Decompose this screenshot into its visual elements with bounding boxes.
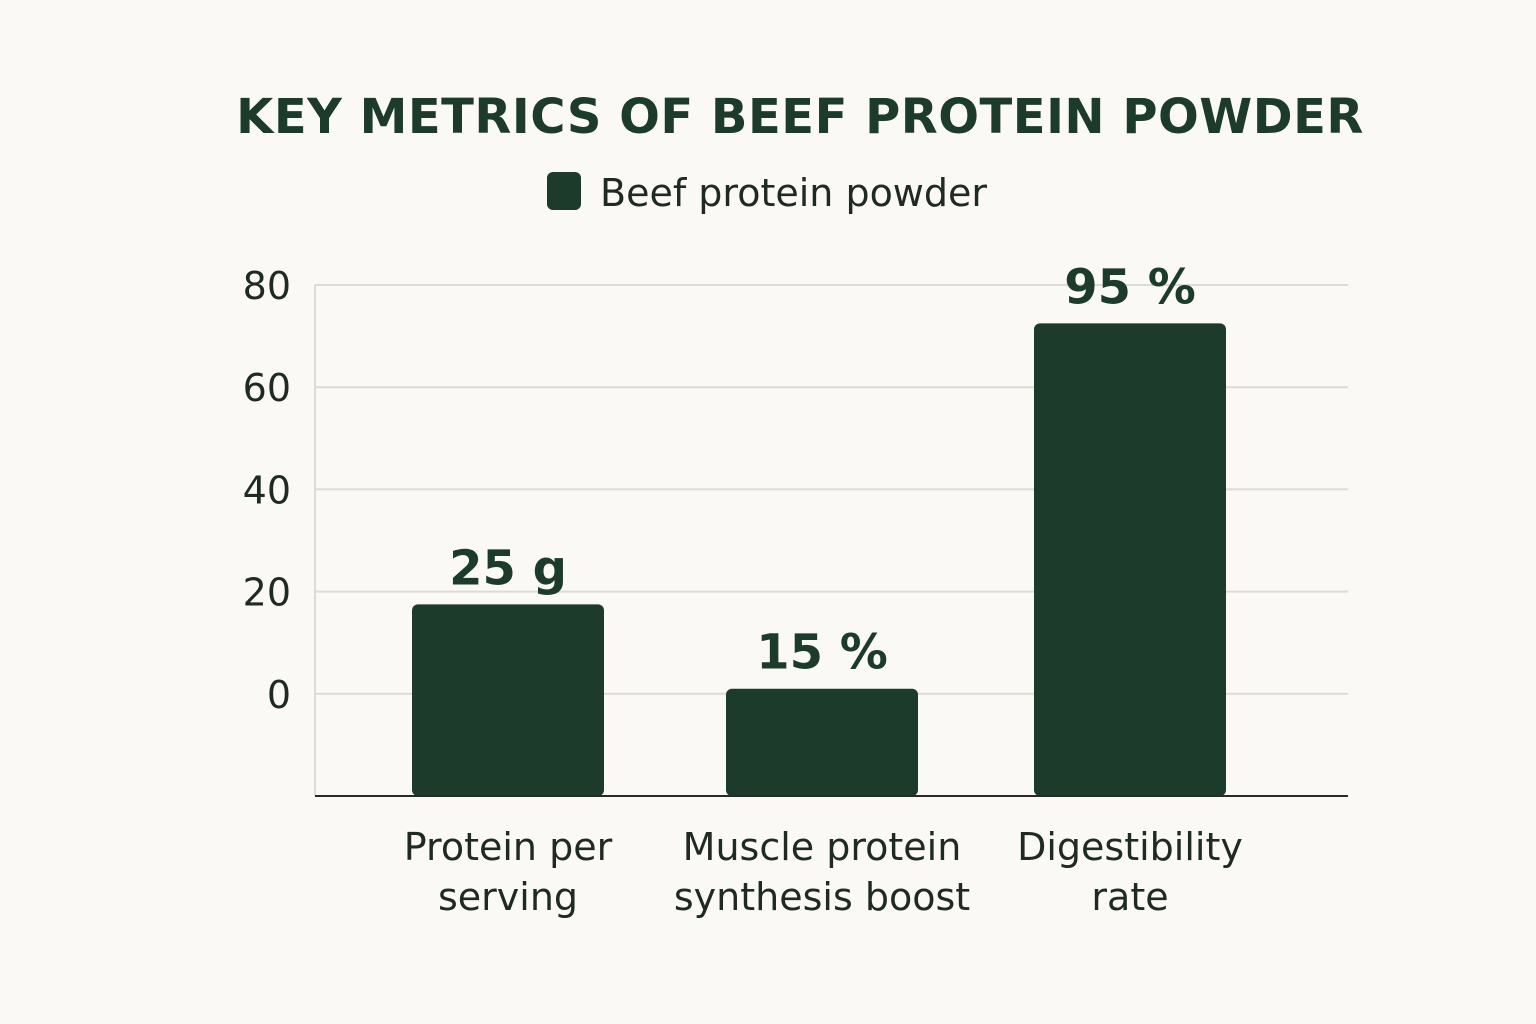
x-category-label: Protein per serving <box>404 825 613 919</box>
bar <box>1034 323 1226 796</box>
y-tick-label: 80 <box>243 264 291 308</box>
bar <box>412 604 604 796</box>
axes <box>314 285 1348 797</box>
bar-value-label: 15 % <box>756 625 888 681</box>
legend-label: Beef protein powder <box>600 171 987 215</box>
y-tick-label: 0 <box>267 673 291 717</box>
data-labels: 25 g 15 % 95 % <box>449 259 1196 680</box>
y-tick-label: 40 <box>243 468 291 512</box>
legend-swatch <box>547 172 581 210</box>
legend: Beef protein powder <box>547 171 987 215</box>
y-tick-label: 60 <box>243 366 291 410</box>
y-tick-label: 20 <box>243 571 291 615</box>
chart-title: KEY METRICS OF BEEF PROTEIN POWDER <box>236 89 1364 145</box>
x-category-label: Digestibility rate <box>1017 825 1243 919</box>
bar-value-label: 25 g <box>449 540 567 596</box>
bars <box>412 323 1226 796</box>
y-axis-ticks: 80 60 40 20 0 <box>243 264 291 717</box>
bar-value-label: 95 % <box>1064 259 1196 315</box>
x-axis-labels: Protein per serving Muscle protein synthesi… <box>404 825 1243 919</box>
x-category-label: Muscle protein synthesis boost <box>674 825 970 919</box>
bar <box>726 688 918 796</box>
